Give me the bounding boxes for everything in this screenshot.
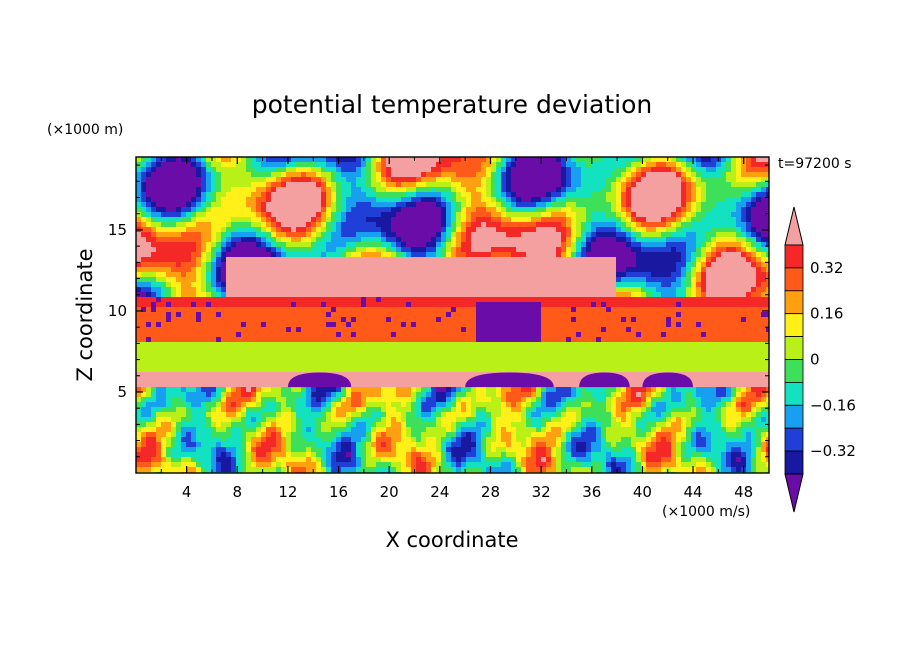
x-tick-label: 28 xyxy=(481,483,500,501)
colorbar-swatch xyxy=(784,336,804,360)
colorbar-extend-max xyxy=(784,206,804,246)
colorbar-tick-label: 0.32 xyxy=(810,259,843,277)
y-axis-label: Z coordinate xyxy=(73,248,97,381)
colorbar-tick-label: 0 xyxy=(810,351,820,369)
colorbar-tick-label: −0.16 xyxy=(810,396,856,414)
x-tick-label: 40 xyxy=(633,483,652,501)
time-label: t=97200 s xyxy=(778,156,852,172)
colorbar-extend-min xyxy=(784,473,804,513)
colorbar-swatch xyxy=(784,427,804,452)
colorbar-swatch xyxy=(784,244,804,269)
x-tick-label: 24 xyxy=(430,483,449,501)
contour-cap xyxy=(642,372,694,388)
colorbar-swatch xyxy=(784,404,804,429)
y-tick-label: 5 xyxy=(117,383,127,401)
colorbar: 0.32 0.16 0 −0.16 −0.32 xyxy=(784,206,856,513)
colorbar-swatch xyxy=(784,381,804,406)
chart-title: potential temperature deviation xyxy=(252,90,652,119)
x-tick-label: 20 xyxy=(380,483,399,501)
x-tick-label: 32 xyxy=(532,483,551,501)
x-tick-label: 44 xyxy=(683,483,702,501)
x-tick-label: 16 xyxy=(329,483,348,501)
x-tick-label: 4 xyxy=(182,483,192,501)
y-unit-label: (×1000 m) xyxy=(47,122,123,138)
colorbar-swatch xyxy=(784,267,804,292)
x-axis: 4 8 12 16 20 24 28 32 36 40 44 48 xyxy=(160,157,753,501)
y-axis: 5 10 15 xyxy=(108,164,769,458)
colorbar-swatch xyxy=(784,290,804,315)
y-tick-label: 10 xyxy=(108,302,127,320)
colorbar-swatch xyxy=(784,313,804,338)
contour-field xyxy=(136,157,769,473)
colorbar-swatch xyxy=(784,450,804,475)
colorbar-swatch xyxy=(784,359,804,383)
contour-cap xyxy=(579,372,630,388)
x-axis-label: X coordinate xyxy=(385,528,518,552)
x-tick-label: 12 xyxy=(278,483,297,501)
x-tick-label: 48 xyxy=(734,483,753,501)
x-tick-label: 8 xyxy=(233,483,243,501)
plot-frame xyxy=(135,156,770,474)
colorbar-tick-label: 0.16 xyxy=(810,305,843,323)
colorbar-tick-label: −0.32 xyxy=(810,442,856,460)
contour-cap xyxy=(287,372,352,388)
y-tick-label: 15 xyxy=(108,221,127,239)
x-unit-label: (×1000 m/s) xyxy=(662,504,750,520)
contour-cap xyxy=(465,372,554,388)
x-tick-label: 36 xyxy=(582,483,601,501)
